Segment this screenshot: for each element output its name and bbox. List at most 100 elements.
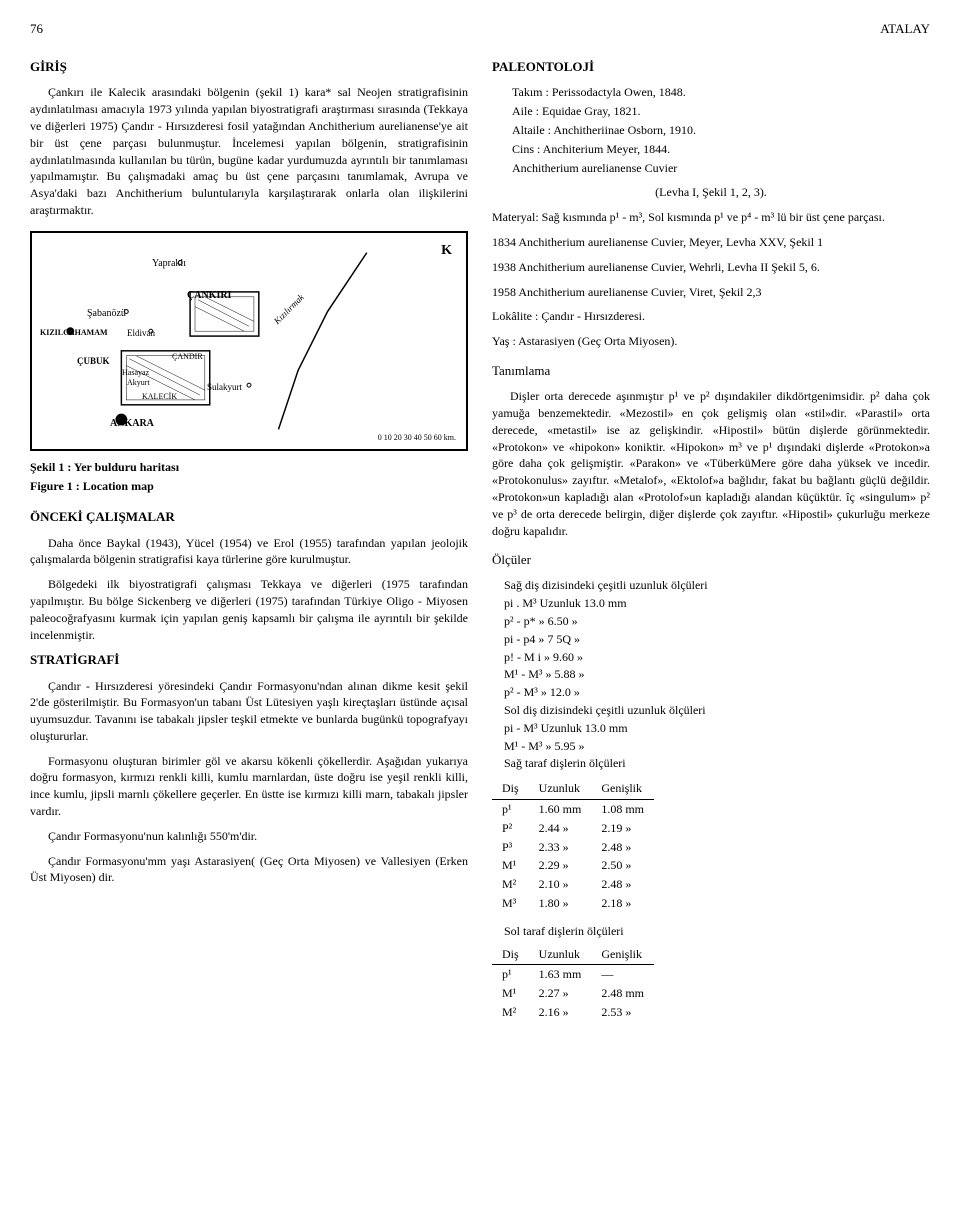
description-paragraph: Dişler orta derecede aşınmıştır p¹ ve p²…: [492, 388, 930, 539]
map-label-candir: ÇANDIR: [172, 351, 203, 362]
map-label-akyurt: Akyurt: [127, 377, 150, 388]
figure-1-caption: Şekil 1 : Yer bulduru haritası Figure 1 …: [30, 459, 468, 495]
t1-cell: P²: [492, 819, 529, 838]
synonymy-1: 1834 Anchitherium aurelianense Cuvier, M…: [492, 234, 930, 251]
t1-cell: 2.29 »: [529, 856, 592, 875]
section-paleontoloji-title: PALEONTOLOJİ: [492, 58, 930, 76]
meas-left-0: pi - M³ Uzunluk 13.0 mm: [504, 720, 930, 737]
strat-para-2: Formasyonu oluşturan birimler göl ve aka…: [30, 753, 468, 820]
map-label-sulakyurt: Sulakyurt: [207, 381, 242, 394]
t1-h2: Genişlik: [591, 778, 654, 799]
map-label-cankiri: ÇANKIRI: [187, 289, 231, 303]
synonymy-2: 1938 Anchitherium aurelianense Cuvier, W…: [492, 259, 930, 276]
age-line: Yaş : Astarasiyen (Geç Orta Miyosen).: [492, 333, 930, 350]
right-tooth-row-measurements: Sağ diş dizisindeki çeşitli uzunluk ölçü…: [504, 577, 930, 772]
t2-h2: Genişlik: [591, 944, 654, 965]
map-label-cubuk: ÇUBUK: [77, 355, 110, 368]
description-title: Tanımlama: [492, 362, 930, 380]
table-row: p¹1.63 mm—: [492, 965, 654, 984]
t2-cell: 2.53 »: [591, 1003, 654, 1022]
location-map-figure: K Yapraklı ÇANKIRI: [30, 231, 468, 451]
t2-h1: Uzunluk: [529, 944, 592, 965]
intro-paragraph: Çankırı ile Kalecik arasındaki bölgenin …: [30, 84, 468, 218]
meas-right-3: p! - M i » 9.60 »: [504, 649, 930, 666]
map-label-kalecik: KALECİK: [142, 391, 177, 402]
left-column: GİRİŞ Çankırı ile Kalecik arasındaki böl…: [30, 54, 468, 1032]
strat-para-4: Çandır Formasyonu'mm yaşı Astarasiyen( (…: [30, 853, 468, 887]
t1-cell: M³: [492, 894, 529, 913]
table-row: P²2.44 »2.19 »: [492, 819, 654, 838]
t1-cell: P³: [492, 838, 529, 857]
meas-right-4: M¹ - M³ » 5.88 »: [504, 666, 930, 683]
measurements-title: Ölçüler: [492, 551, 930, 569]
t1-h1: Uzunluk: [529, 778, 592, 799]
page-number: 76: [30, 20, 43, 38]
meas-left-1: M¹ - M³ » 5.95 »: [504, 738, 930, 755]
page-header: 76 ATALAY: [30, 20, 930, 38]
t2-cell: 2.27 »: [529, 984, 592, 1003]
north-arrow-label: K: [441, 241, 452, 261]
t1-cell: 2.48 »: [591, 875, 654, 894]
map-label-ankara: ANKARA: [110, 417, 154, 431]
left-teeth-table: Diş Uzunluk Genişlik p¹1.63 mm—M¹2.27 »2…: [492, 944, 654, 1022]
t1-cell: 2.48 »: [591, 838, 654, 857]
right-column: PALEONTOLOJİ Takım : Perissodactyla Owen…: [492, 54, 930, 1032]
t2-cell: M²: [492, 1003, 529, 1022]
prev-para-1: Daha önce Baykal (1943), Yücel (1954) ve…: [30, 535, 468, 569]
t1-cell: 2.50 »: [591, 856, 654, 875]
map-label-eldivan: Eldivan: [127, 327, 155, 340]
plate-reference: (Levha I, Şekil 1, 2, 3).: [492, 184, 930, 201]
section-stratigrafi-title: STRATİGRAFİ: [30, 651, 468, 669]
running-head: ATALAY: [880, 20, 930, 38]
map-label-kizilcahamam: KIZILCAHAMAM: [40, 327, 108, 338]
meas-right-label: Sağ diş dizisindeki çeşitli uzunluk ölçü…: [504, 577, 930, 594]
t2-cell: 1.63 mm: [529, 965, 592, 984]
map-label-yaprakli: Yapraklı: [152, 257, 186, 271]
two-column-layout: GİRİŞ Çankırı ile Kalecik arasındaki böl…: [30, 54, 930, 1032]
table-row: M¹2.29 »2.50 »: [492, 856, 654, 875]
table-row: M¹2.27 »2.48 mm: [492, 984, 654, 1003]
fig-caption-tr: Şekil 1 : Yer bulduru haritası: [30, 460, 179, 474]
table2-caption: Sol taraf dişlerin ölçüleri: [504, 923, 930, 940]
taxonomy-block: Takım : Perissodactyla Owen, 1848. Aile …: [512, 84, 930, 176]
t1-cell: 2.18 »: [591, 894, 654, 913]
t1-cell: M²: [492, 875, 529, 894]
meas-left-label: Sol diş dizisindeki çeşitli uzunluk ölçü…: [504, 702, 930, 719]
table1-caption: Sağ taraf dişlerin ölçüleri: [504, 755, 930, 772]
t1-cell: 2.33 »: [529, 838, 592, 857]
meas-right-1: p² - p* » 6.50 »: [504, 613, 930, 630]
fig-caption-en: Figure 1 : Location map: [30, 479, 154, 493]
t2-cell: 2.48 mm: [591, 984, 654, 1003]
t1-cell: 1.60 mm: [529, 800, 592, 819]
t2-cell: 2.16 »: [529, 1003, 592, 1022]
meas-right-2: pi - p4 » 7 5Q »: [504, 631, 930, 648]
section-onceki-title: ÖNCEKİ ÇALIŞMALAR: [30, 508, 468, 526]
t2-cell: p¹: [492, 965, 529, 984]
right-teeth-table: Diş Uzunluk Genişlik p¹1.60 mm1.08 mmP²2…: [492, 778, 654, 913]
tax-takim: Takım : Perissodactyla Owen, 1848.: [512, 84, 930, 101]
tax-species: Anchitherium aurelianense Cuvier: [512, 160, 930, 177]
t1-cell: 1.80 »: [529, 894, 592, 913]
prev-para-2: Bölgedeki ilk biyostratigrafi çalışması …: [30, 576, 468, 643]
locality-line: Lokâlite : Çandır - Hırsızderesi.: [492, 308, 930, 325]
strat-para-1: Çandır - Hırsızderesi yöresindeki Çandır…: [30, 678, 468, 745]
table-row: p¹1.60 mm1.08 mm: [492, 800, 654, 819]
tax-altaile: Altaile : Anchitheriinae Osborn, 1910.: [512, 122, 930, 139]
tax-aile: Aile : Equidae Gray, 1821.: [512, 103, 930, 120]
section-giris-title: GİRİŞ: [30, 58, 468, 76]
t2-cell: M¹: [492, 984, 529, 1003]
tax-cins: Cins : Anchiterium Meyer, 1844.: [512, 141, 930, 158]
meas-right-0: pi . M³ Uzunluk 13.0 mm: [504, 595, 930, 612]
table-row: M²2.10 »2.48 »: [492, 875, 654, 894]
map-label-sabanozu: Şabanözü: [87, 307, 126, 321]
t1-cell: 2.44 »: [529, 819, 592, 838]
table-row: P³2.33 »2.48 »: [492, 838, 654, 857]
table-row: M²2.16 »2.53 »: [492, 1003, 654, 1022]
t1-cell: M¹: [492, 856, 529, 875]
t1-cell: 2.19 »: [591, 819, 654, 838]
map-svg: [32, 233, 466, 449]
meas-right-5: p² - M³ » 12.0 »: [504, 684, 930, 701]
material-line: Materyal: Sağ kısmında p¹ - m³, Sol kısm…: [492, 209, 930, 226]
t1-cell: 1.08 mm: [591, 800, 654, 819]
t1-cell: p¹: [492, 800, 529, 819]
